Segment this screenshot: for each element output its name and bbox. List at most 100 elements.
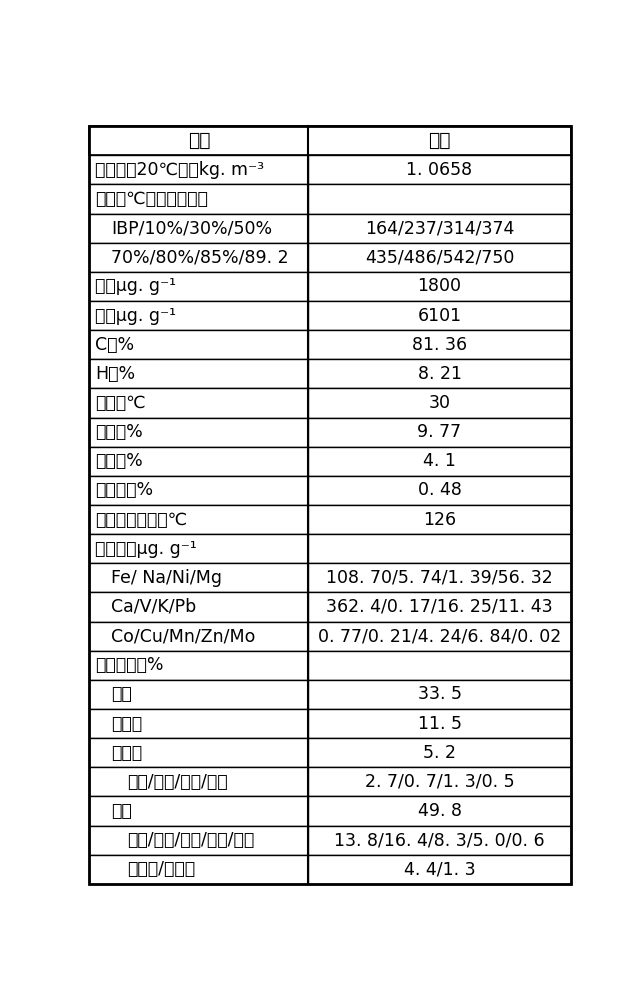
Bar — [90, 680, 308, 709]
Text: 9. 77: 9. 77 — [417, 423, 462, 441]
Bar — [308, 184, 571, 214]
Text: 11. 5: 11. 5 — [417, 715, 462, 733]
Bar — [308, 651, 571, 680]
Text: 30: 30 — [428, 394, 451, 412]
Bar — [90, 214, 308, 243]
Text: 33. 5: 33. 5 — [417, 685, 462, 703]
Bar — [90, 184, 308, 214]
Bar — [90, 272, 308, 301]
Text: Ca/V/K/Pb: Ca/V/K/Pb — [111, 598, 196, 616]
Bar — [308, 796, 571, 826]
Text: 49. 8: 49. 8 — [417, 802, 462, 820]
Text: 0. 77/0. 21/4. 24/6. 84/0. 02: 0. 77/0. 21/4. 24/6. 84/0. 02 — [318, 627, 561, 645]
Text: 5. 2: 5. 2 — [423, 744, 456, 762]
Text: 70%/80%/85%/89. 2: 70%/80%/85%/89. 2 — [111, 248, 289, 266]
Text: 芳烃: 芳烃 — [111, 802, 132, 820]
Bar — [90, 709, 308, 738]
Text: 残炭，%: 残炭，% — [95, 423, 143, 441]
Bar — [308, 330, 571, 359]
Bar — [90, 126, 308, 155]
Text: 沉淀物，%: 沉淀物，% — [95, 481, 154, 499]
Bar — [90, 388, 308, 418]
Bar — [308, 301, 571, 330]
Text: 1800: 1800 — [417, 277, 462, 295]
Text: 瓶密度（20℃），kg. m⁻³: 瓶密度（20℃），kg. m⁻³ — [95, 161, 265, 179]
Text: 13. 8/16. 4/8. 3/5. 0/0. 6: 13. 8/16. 4/8. 3/5. 0/0. 6 — [334, 831, 545, 849]
Text: 硫，μg. g⁻¹: 硫，μg. g⁻¹ — [95, 277, 176, 295]
Bar — [90, 330, 308, 359]
Bar — [308, 592, 571, 622]
Bar — [90, 855, 308, 884]
Bar — [308, 855, 571, 884]
Text: 质谱组成，%: 质谱组成，% — [95, 656, 164, 674]
Bar — [90, 767, 308, 796]
Bar — [308, 563, 571, 592]
Text: 链烷烃: 链烷烃 — [111, 715, 142, 733]
Text: 闪点（闭口），℃: 闪点（闭口），℃ — [95, 511, 187, 529]
Bar — [308, 622, 571, 651]
Text: 126: 126 — [423, 511, 456, 529]
Text: 108. 70/5. 74/1. 39/56. 32: 108. 70/5. 74/1. 39/56. 32 — [326, 569, 553, 587]
Text: 6101: 6101 — [417, 307, 462, 325]
Text: 2. 7/0. 7/1. 3/0. 5: 2. 7/0. 7/1. 3/0. 5 — [365, 773, 515, 791]
Text: Fe/ Na/Ni/Mg: Fe/ Na/Ni/Mg — [111, 569, 222, 587]
Text: 164/237/314/374: 164/237/314/374 — [365, 219, 514, 237]
Text: Co/Cu/Mn/Zn/Mo: Co/Cu/Mn/Zn/Mo — [111, 627, 256, 645]
Text: 362. 4/0. 17/16. 25/11. 43: 362. 4/0. 17/16. 25/11. 43 — [327, 598, 553, 616]
Bar — [308, 505, 571, 534]
Text: 1. 0658: 1. 0658 — [406, 161, 473, 179]
Text: 环烷烃: 环烷烃 — [111, 744, 142, 762]
Text: IBP/10%/30%/50%: IBP/10%/30%/50% — [111, 219, 272, 237]
Bar — [308, 418, 571, 447]
Bar — [90, 622, 308, 651]
Bar — [90, 476, 308, 505]
Bar — [308, 534, 571, 563]
Bar — [308, 826, 571, 855]
Text: 4. 4/1. 3: 4. 4/1. 3 — [404, 860, 475, 878]
Text: 氮，μg. g⁻¹: 氮，μg. g⁻¹ — [95, 307, 176, 325]
Bar — [90, 796, 308, 826]
Bar — [308, 738, 571, 767]
Bar — [90, 418, 308, 447]
Text: 4. 1: 4. 1 — [423, 452, 456, 470]
Bar — [308, 709, 571, 738]
Bar — [308, 272, 571, 301]
Bar — [90, 563, 308, 592]
Text: 数值: 数值 — [428, 131, 451, 150]
Bar — [90, 243, 308, 272]
Bar — [90, 738, 308, 767]
Bar — [90, 301, 308, 330]
Text: 胶质: 胶质 — [111, 685, 132, 703]
Bar — [90, 534, 308, 563]
Text: 81. 36: 81. 36 — [412, 336, 467, 354]
Bar — [308, 359, 571, 388]
Text: 水分，%: 水分，% — [95, 452, 143, 470]
Bar — [90, 359, 308, 388]
Text: 项目: 项目 — [187, 131, 210, 150]
Bar — [308, 214, 571, 243]
Bar — [308, 680, 571, 709]
Text: 435/486/542/750: 435/486/542/750 — [365, 248, 514, 266]
Text: H，%: H，% — [95, 365, 136, 383]
Bar — [308, 476, 571, 505]
Text: 馏程，℃（模拟蒸馏）: 馏程，℃（模拟蒸馏） — [95, 190, 209, 208]
Text: 总噻吩/未鉴定: 总噻吩/未鉴定 — [128, 860, 196, 878]
Bar — [308, 767, 571, 796]
Text: 凝点，℃: 凝点，℃ — [95, 394, 146, 412]
Bar — [308, 243, 571, 272]
Bar — [308, 155, 571, 184]
Bar — [90, 826, 308, 855]
Bar — [308, 126, 571, 155]
Bar — [90, 592, 308, 622]
Bar — [308, 447, 571, 476]
Text: 单环/双环/三环/四环/五环: 单环/双环/三环/四环/五环 — [128, 831, 254, 849]
Text: 单环/双环/三环/四环: 单环/双环/三环/四环 — [128, 773, 228, 791]
Text: C，%: C，% — [95, 336, 135, 354]
Bar — [308, 388, 571, 418]
Bar — [90, 651, 308, 680]
Bar — [90, 447, 308, 476]
Bar — [90, 505, 308, 534]
Text: 重金属，μg. g⁻¹: 重金属，μg. g⁻¹ — [95, 540, 197, 558]
Bar — [90, 155, 308, 184]
Text: 8. 21: 8. 21 — [417, 365, 462, 383]
